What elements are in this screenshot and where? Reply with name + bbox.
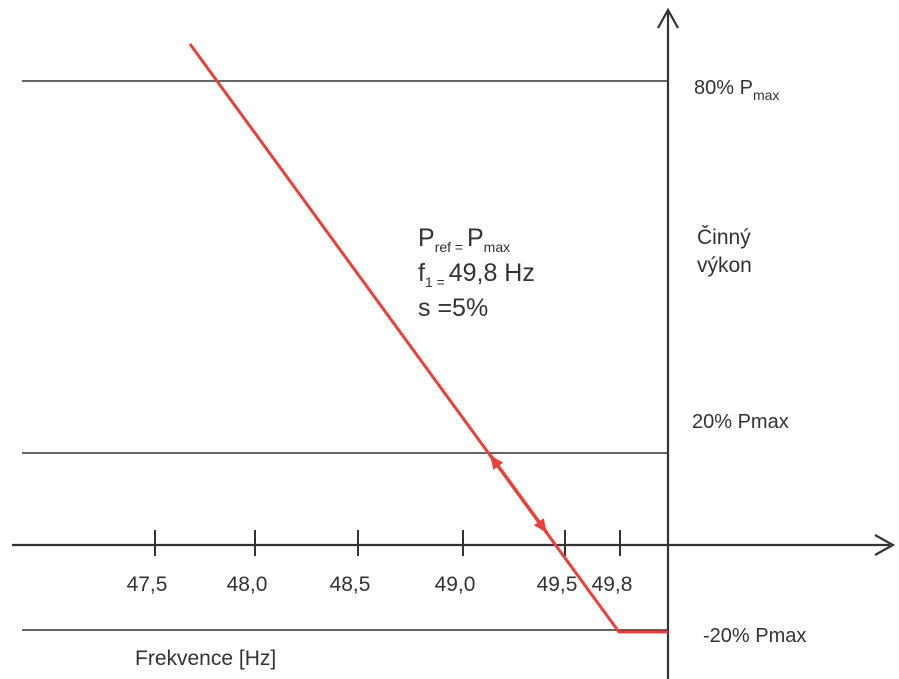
annotation-f1: f1 = 49,8 Hz (418, 259, 535, 290)
x-ticks: 47,5 48,0 48,5 49,0 49,5 49,8 (127, 530, 633, 596)
droop-line (188, 43, 668, 634)
level-label-minus20: -20% Pmax (703, 625, 806, 647)
double-arrow-head-down (533, 518, 547, 533)
annotation-pref: Pref = Pmax (418, 224, 510, 255)
series-layer (188, 43, 668, 634)
x-tick-label: 49,8 (592, 573, 633, 596)
x-tick-label: 48,5 (330, 573, 371, 596)
x-tick-label: 47,5 (127, 573, 168, 596)
level-label-80: 80% Pmax (694, 77, 779, 103)
x-tick-label: 49,0 (435, 573, 476, 596)
double-arrow-shaft (488, 453, 549, 535)
y-axis-arrowhead (657, 7, 679, 29)
x-axis-label: Frekvence [Hz] (135, 647, 276, 670)
double-arrow-head-up (490, 455, 504, 470)
x-axis-arrowhead (874, 534, 896, 556)
level-label-20: 20% Pmax (692, 411, 789, 433)
y-axis-label-line2: výkon (697, 254, 752, 277)
x-tick-label: 48,0 (227, 573, 268, 596)
annotation-droop: s =5% (418, 294, 488, 322)
y-axis-label-line1: Činný (697, 226, 751, 249)
axes (12, 7, 896, 679)
x-tick-label: 49,5 (537, 573, 578, 596)
reference-lines (22, 80, 668, 631)
